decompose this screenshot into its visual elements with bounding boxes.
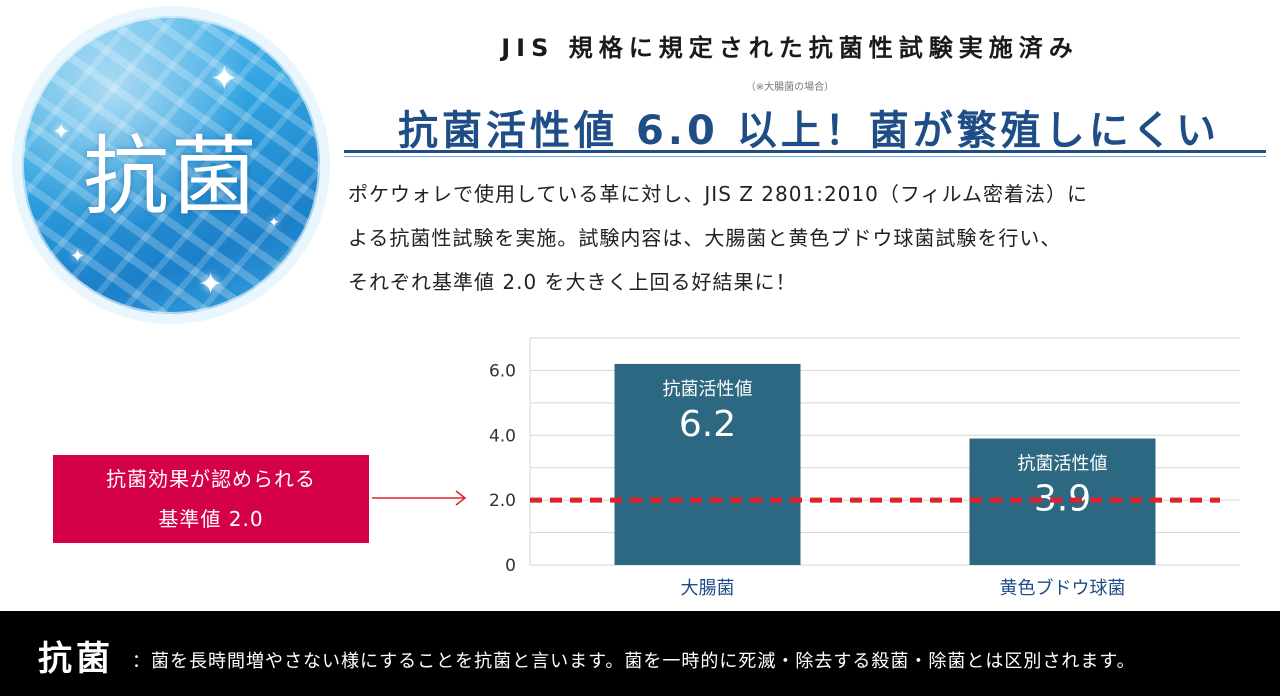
bar-label: 抗菌活性値 bbox=[663, 379, 753, 400]
arrow-right-icon bbox=[372, 490, 467, 506]
page-title: 抗菌活性値 6.0 以上！菌が繁殖しにくい bbox=[398, 108, 1220, 154]
y-tick-label: 4.0 bbox=[489, 426, 516, 446]
description-line: それぞれ基準値 2.0 を大きく上回る好結果に！ bbox=[348, 270, 797, 294]
description-line: ポケウォレで使用している革に対し、JIS Z 2801:2010（フィルム密着法… bbox=[348, 182, 1089, 206]
y-tick-label: 2.0 bbox=[489, 491, 516, 511]
title-underline-thin bbox=[344, 156, 1266, 157]
subtitle: JIS 規格に規定された抗菌性試験実施済み bbox=[501, 34, 1079, 62]
callout-line2: 基準値 2.0 bbox=[158, 507, 264, 531]
sparkle-icon: ✦ bbox=[268, 215, 280, 231]
footer: 抗菌 ：菌を長時間増やさない様にすることを抗菌と言います。菌を一時的に死滅・除去… bbox=[0, 611, 1280, 696]
bar-chart: 0 2.0 4.0 6.0 抗菌活性値 6.2 大腸菌 抗菌活性値 3.9 黄色ブドウ球菌 bbox=[489, 337, 1240, 599]
sparkle-icon: ✦ bbox=[70, 246, 86, 267]
badge-circle: ✦ ✦ ✦ ✦ ✦ 抗菌 bbox=[22, 16, 320, 314]
title-underline bbox=[344, 150, 1266, 153]
note: （※大腸菌の場合） bbox=[745, 82, 835, 93]
footer-definition: ：菌を長時間増やさない様にすることを抗菌と言います。菌を一時的に死滅・除去する殺… bbox=[132, 651, 1136, 672]
threshold-callout: 抗菌効果が認められる 基準値 2.0 bbox=[53, 455, 369, 543]
x-tick-label: 黄色ブドウ球菌 bbox=[1000, 577, 1126, 599]
sparkle-icon: ✦ bbox=[210, 59, 239, 99]
y-tick-label: 6.0 bbox=[489, 361, 516, 381]
bar bbox=[614, 363, 801, 565]
sparkle-icon: ✦ bbox=[52, 120, 71, 145]
bar-value-label: 3.9 bbox=[1034, 479, 1091, 520]
footer-term: 抗菌 bbox=[38, 639, 114, 679]
badge-label: 抗菌 bbox=[83, 127, 259, 227]
antibacterial-badge: ✦ ✦ ✦ ✦ ✦ 抗菌 bbox=[12, 6, 330, 324]
description: ポケウォレで使用している革に対し、JIS Z 2801:2010（フィルム密着法… bbox=[348, 172, 1248, 304]
callout-line1: 抗菌効果が認められる bbox=[106, 467, 316, 491]
description-line: よる抗菌性試験を実施。試験内容は、大腸菌と黄色ブドウ球菌試験を行い、 bbox=[348, 226, 1062, 250]
bar-label: 抗菌活性値 bbox=[1018, 454, 1108, 475]
sparkle-icon: ✦ bbox=[198, 267, 224, 302]
x-tick-label: 大腸菌 bbox=[681, 578, 735, 599]
bar-value-label: 6.2 bbox=[679, 404, 736, 445]
y-tick-label: 0 bbox=[505, 556, 516, 576]
